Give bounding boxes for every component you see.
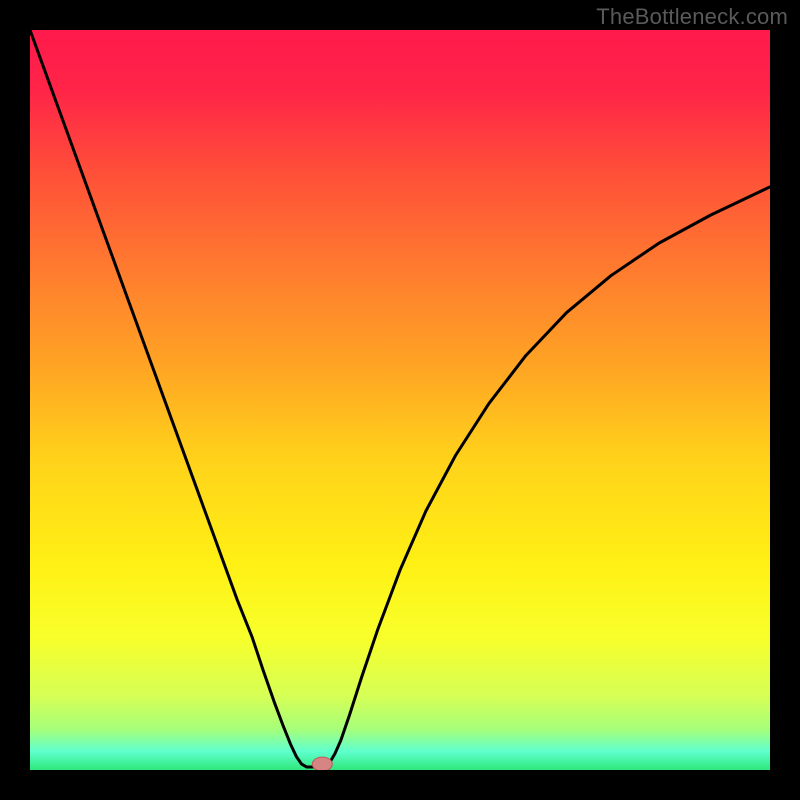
- plot-area: [30, 30, 770, 770]
- bottleneck-curve: [30, 30, 770, 767]
- curve-svg: [30, 30, 770, 770]
- ideal-point-marker: [312, 757, 332, 770]
- watermark-label: TheBottleneck.com: [596, 4, 788, 30]
- chart-frame: TheBottleneck.com: [0, 0, 800, 800]
